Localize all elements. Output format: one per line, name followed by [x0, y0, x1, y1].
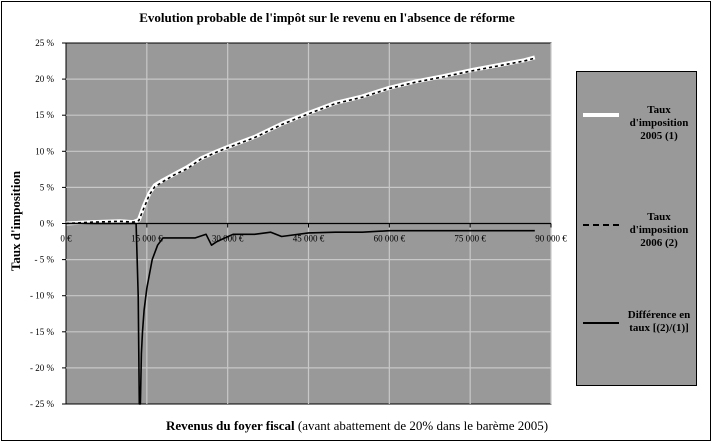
- series-line-1: [65, 57, 536, 225]
- x-tick-labels: 0 € 15 000 € 30 000 € 45 000 € 60 000 € 75 00…: [60, 234, 567, 244]
- legend: Taux d'imposition 2005 (1) Taux d'imposi…: [576, 71, 697, 386]
- legend-label-diff: Différence en taux [(2)/(1)]: [627, 309, 691, 334]
- y-tick-label-1: 20 %: [35, 74, 54, 84]
- legend-label-2005: Taux d'imposition 2005 (1): [629, 104, 689, 142]
- y-tick-label-5: 0 %: [40, 219, 55, 229]
- x-tick-label-0: 0 €: [60, 234, 72, 244]
- series-lines: [65, 55, 536, 405]
- legend-item-diff: Différence en taux [(2)/(1)]: [577, 307, 698, 367]
- x-axis-label-note: (avant abattement de 20% dans le barème …: [297, 418, 549, 433]
- x-tick-label-4: 60 000 €: [374, 234, 406, 244]
- y-tick-label-8: - 15 %: [30, 327, 54, 337]
- y-tick-label-4: 5 %: [40, 182, 55, 192]
- y-tick-label-6: - 5 %: [35, 255, 55, 265]
- x-tick-label-6: 90 000 €: [535, 234, 567, 244]
- y-tick-label-2: 15 %: [35, 110, 54, 120]
- x-tick-label-5: 75 000 €: [454, 234, 486, 244]
- legend-item-2006: Taux d'imposition 2006 (2): [577, 209, 698, 269]
- x-axis-label: Revenus du foyer fiscal (avant abattemen…: [0, 418, 714, 434]
- y-tick-labels: 25 % 20 % 15 % 10 % 5 % 0 % - 5 % - 10 % - 15 % -…: [30, 38, 55, 409]
- y-tick-label-10: - 25 %: [30, 399, 54, 409]
- y-tick-label-3: 10 %: [35, 146, 54, 156]
- axes: [62, 42, 552, 405]
- y-tick-label-9: - 20 %: [30, 363, 54, 373]
- series-line-2: [66, 222, 535, 405]
- x-axis-label-main: Revenus du foyer fiscal: [165, 418, 295, 433]
- x-tick-label-1: 15 000 €: [131, 234, 163, 244]
- legend-swatch-diff: [583, 322, 619, 324]
- y-tick-label-7: - 10 %: [30, 291, 54, 301]
- chart-title: Evolution probable de l'impôt sur le rev…: [139, 10, 515, 25]
- legend-label-2006: Taux d'imposition 2006 (2): [629, 211, 689, 249]
- legend-item-2005: Taux d'imposition 2005 (1): [577, 98, 698, 158]
- legend-swatch-2006: [583, 224, 619, 226]
- y-tick-label-0: 25 %: [35, 38, 54, 48]
- x-tick-label-3: 45 000 €: [293, 234, 325, 244]
- legend-swatch-2005: [583, 113, 619, 117]
- x-tick-label-2: 30 000 €: [212, 234, 244, 244]
